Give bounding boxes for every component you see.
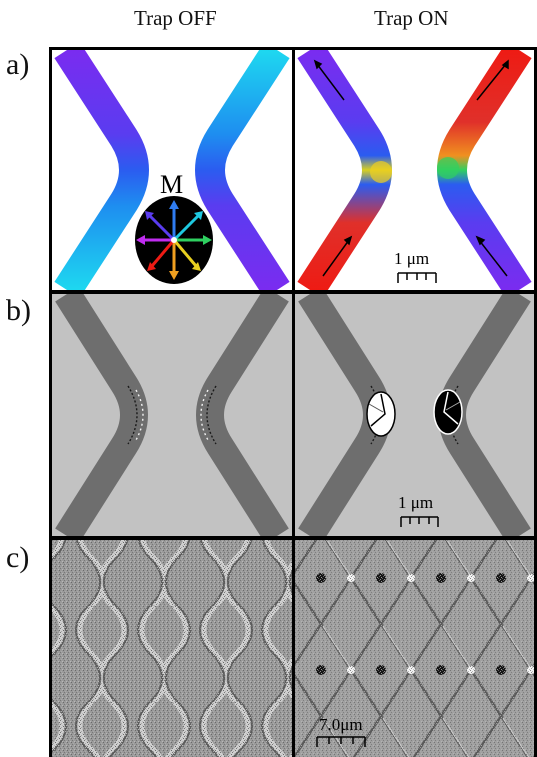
panel-c-trap-on: 7.0μm	[292, 537, 537, 757]
scale-bar-b	[400, 516, 439, 527]
magnetization-label: M	[160, 170, 183, 199]
column-header-trap-off: Trap OFF	[134, 6, 217, 30]
row-label-a: a)	[6, 48, 30, 81]
right-wire	[195, 50, 290, 290]
panel-c-trap-off	[49, 537, 295, 757]
scale-bar-label-c: 7.0μm	[319, 715, 363, 734]
scale-bar-label-a: 1 μm	[394, 249, 429, 268]
domain-wall-left	[366, 391, 396, 437]
scale-bar-a	[397, 272, 437, 283]
left-wire	[54, 50, 149, 290]
scale-bar-c	[316, 736, 366, 747]
panel-b-trap-on: 1 μm	[292, 291, 537, 539]
panel-b-trap-off	[49, 291, 295, 539]
panel-a-trap-on: 1 μm	[292, 47, 537, 293]
row-label-b: b)	[6, 294, 31, 327]
row-label-c: c)	[6, 541, 30, 574]
panel-a-trap-off: M	[49, 47, 295, 293]
domain-wall-right	[433, 389, 463, 435]
scale-bar-label-b: 1 μm	[398, 493, 433, 512]
column-header-trap-on: Trap ON	[374, 6, 449, 30]
magnetization-color-wheel	[135, 196, 213, 284]
